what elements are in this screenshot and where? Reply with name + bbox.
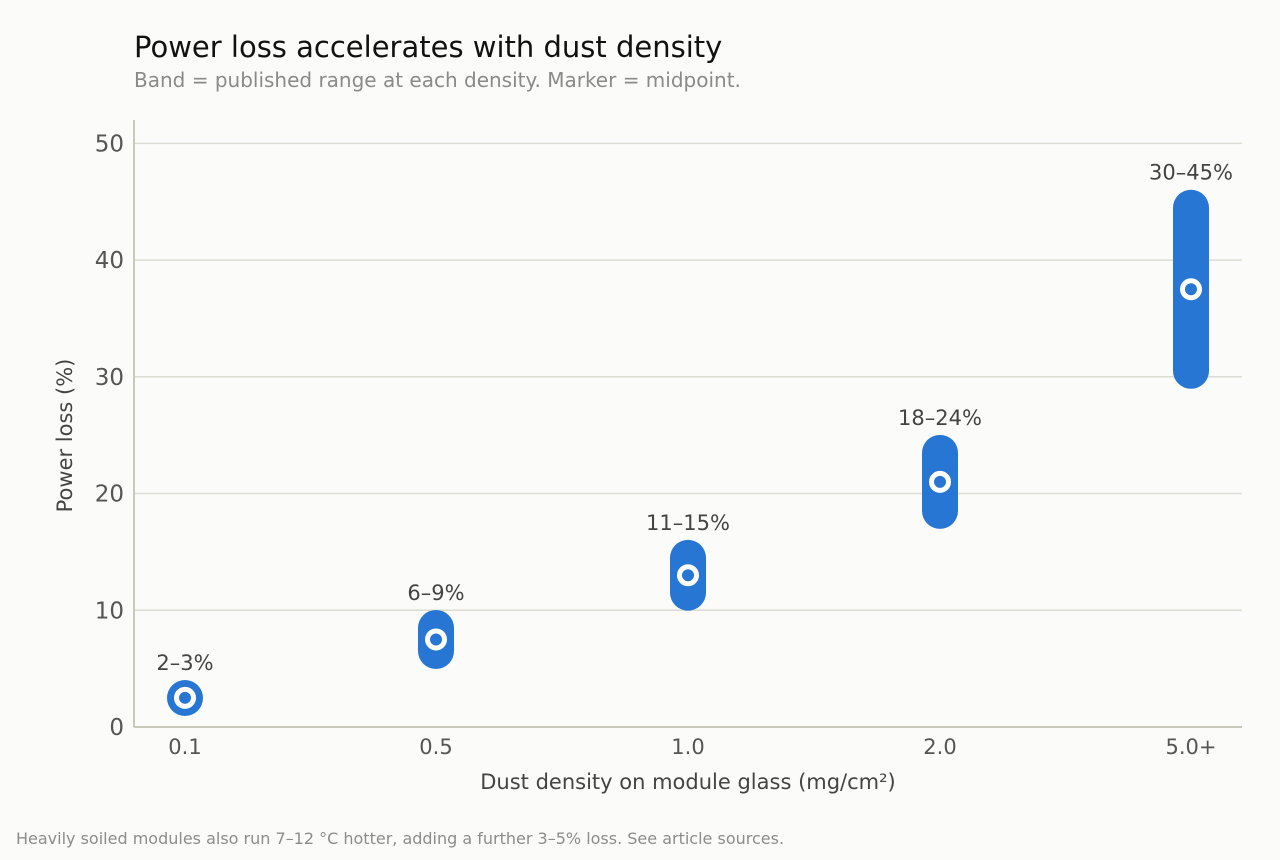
range-label: 6–9% bbox=[407, 581, 464, 605]
y-tick-labels: 0 10 20 30 40 50 bbox=[95, 131, 124, 741]
chart-subtitle: Band = published range at each density. … bbox=[134, 68, 741, 92]
midpoint-marker bbox=[1180, 278, 1202, 301]
x-axis-title: Dust density on module glass (mg/cm²) bbox=[480, 770, 895, 794]
y-tick-label: 40 bbox=[95, 248, 124, 274]
footnote: Heavily soiled modules also run 7–12 °C … bbox=[16, 829, 785, 848]
midpoint-marker bbox=[677, 564, 699, 587]
y-axis-title: Power loss (%) bbox=[53, 359, 77, 513]
midpoint-markers bbox=[174, 278, 1202, 709]
midpoint-marker bbox=[425, 628, 447, 651]
y-tick-label: 10 bbox=[95, 598, 124, 624]
y-tick-label: 0 bbox=[109, 715, 124, 741]
range-label: 2–3% bbox=[156, 651, 213, 675]
y-tick-label: 20 bbox=[95, 482, 124, 508]
chart-title: Power loss accelerates with dust density bbox=[134, 30, 723, 64]
range-label: 30–45% bbox=[1149, 161, 1233, 185]
x-tick-labels: 0.1 0.5 1.0 2.0 5.0+ bbox=[168, 735, 1216, 759]
range-label: 18–24% bbox=[898, 406, 982, 430]
range-label: 11–15% bbox=[646, 511, 730, 535]
y-tick-label: 50 bbox=[95, 131, 124, 157]
x-tick-label: 5.0+ bbox=[1166, 735, 1217, 759]
y-tick-label: 30 bbox=[95, 365, 124, 391]
axes bbox=[133, 120, 1242, 728]
x-tick-label: 2.0 bbox=[923, 735, 956, 759]
x-tick-label: 1.0 bbox=[671, 735, 704, 759]
x-tick-label: 0.1 bbox=[168, 735, 201, 759]
range-labels: 2–3% 6–9% 11–15% 18–24% 30–45% bbox=[156, 161, 1233, 675]
range-bands bbox=[167, 189, 1209, 716]
midpoint-marker bbox=[174, 686, 196, 709]
midpoint-marker bbox=[929, 470, 951, 493]
x-tick-label: 0.5 bbox=[419, 735, 452, 759]
